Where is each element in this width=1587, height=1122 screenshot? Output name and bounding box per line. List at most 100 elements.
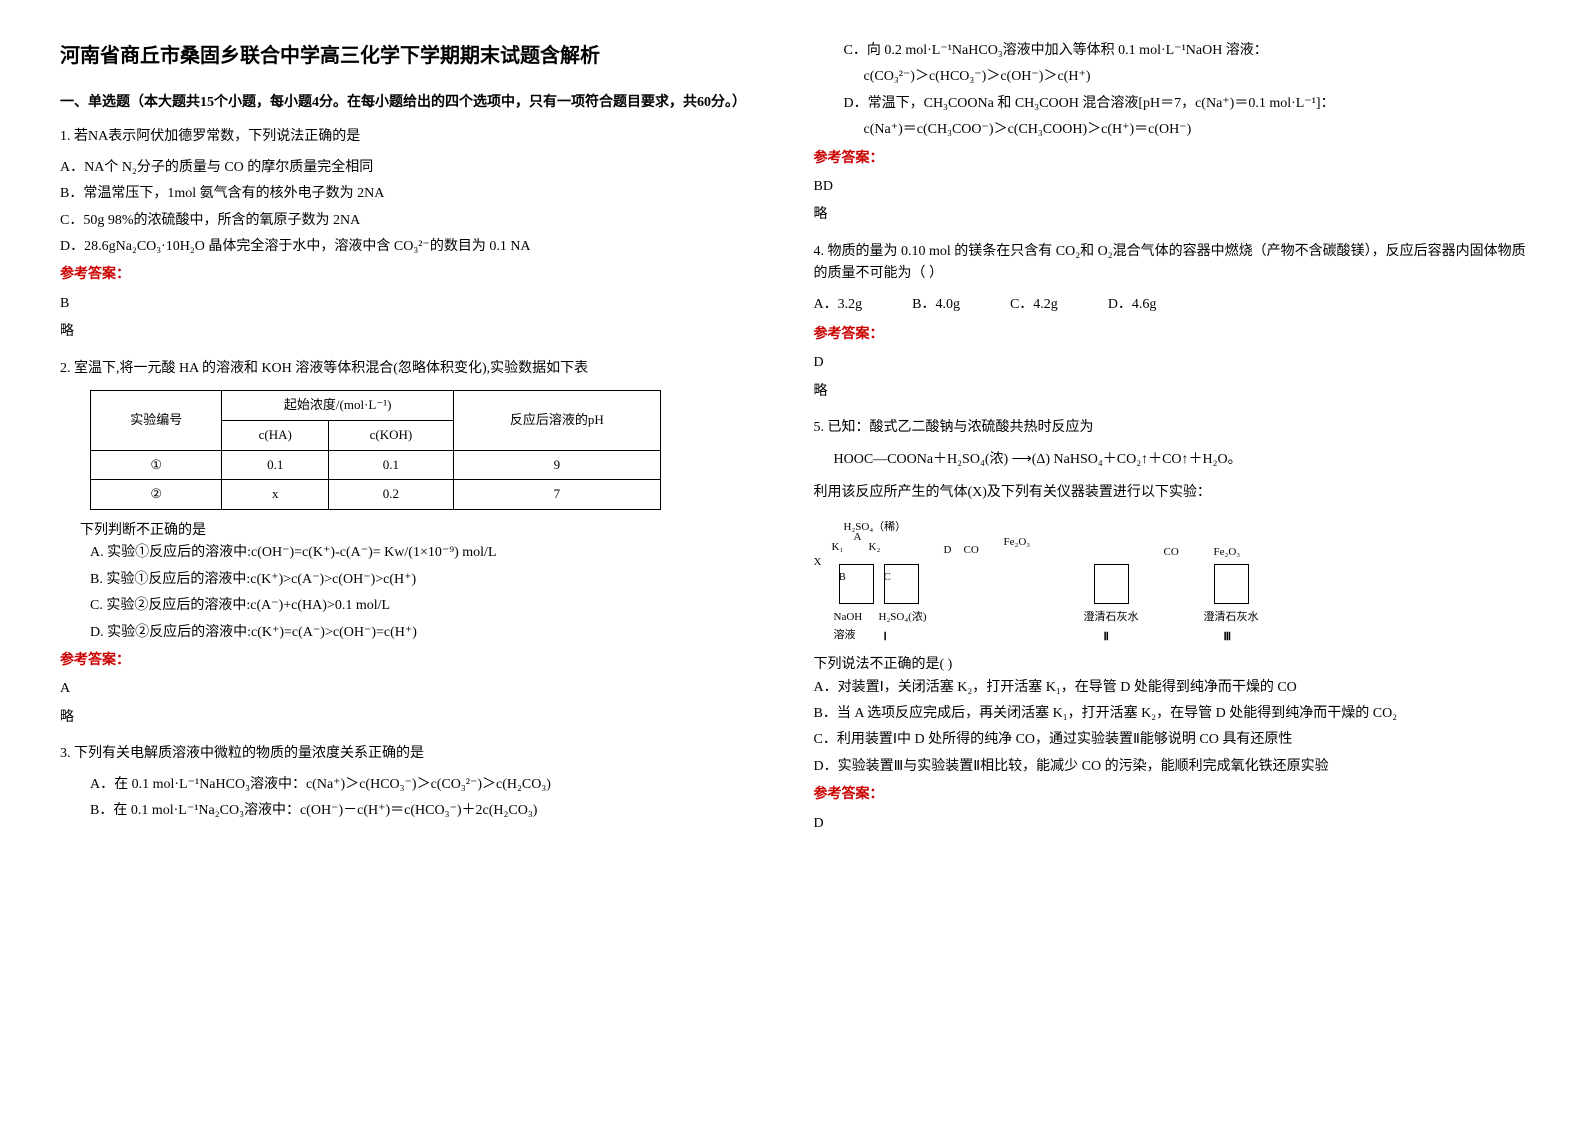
- q1-optA: A．NA个 N₂分子的质量与 CO 的摩尔质量完全相同: [60, 157, 774, 179]
- label-roman3: Ⅲ: [1224, 629, 1232, 647]
- label-d: D: [944, 542, 952, 560]
- label-fe2o3-1: Fe₂O₃: [1004, 534, 1031, 552]
- q4-note: 略: [814, 381, 1528, 403]
- q2-answer-label: 参考答案：: [60, 650, 774, 672]
- q2-judge: 下列判断不正确的是: [80, 520, 774, 542]
- label-lime1: 澄清石灰水: [1084, 609, 1139, 627]
- device-lime1-box: [1094, 564, 1129, 604]
- label-lime2: 澄清石灰水: [1204, 609, 1259, 627]
- q5-reaction: HOOC—COONa＋H₂SO₄(浓) ⟶(Δ) NaHSO₄＋CO₂↑＋CO↑…: [834, 449, 1528, 471]
- right-column: C．向 0.2 mol·L⁻¹NaHCO₃溶液中加入等体积 0.1 mol·L⁻…: [814, 40, 1528, 849]
- q5-answer-label: 参考答案：: [814, 784, 1528, 806]
- label-c: C: [884, 569, 891, 587]
- q4-body: 物质的量为 0.10 mol 的镁条在只含有 CO₂和 O₂混合气体的容器中燃烧…: [814, 244, 1526, 281]
- q4-answer-label: 参考答案：: [814, 324, 1528, 346]
- q3-answer-label: 参考答案：: [814, 148, 1528, 170]
- q4-answer: D: [814, 352, 1528, 374]
- r2c4: 7: [453, 480, 660, 510]
- q1-body: 若NA表示阿伏加德罗常数，下列说法正确的是: [74, 129, 360, 144]
- th-exp: 实验编号: [91, 390, 222, 450]
- q3-answer: BD: [814, 176, 1528, 198]
- q1-num: 1.: [60, 129, 71, 144]
- label-co: CO: [964, 542, 979, 560]
- q2-optB: B. 实验①反应后的溶液中:c(K⁺)>c(A⁻)>c(OH⁻)>c(H⁺): [90, 569, 774, 591]
- q3-optA: A．在 0.1 mol·L⁻¹NaHCO₃溶液中：c(Na⁺)＞c(HCO₃⁻)…: [90, 774, 774, 796]
- q1-answer-label: 参考答案：: [60, 264, 774, 286]
- left-column: 河南省商丘市桑固乡联合中学高三化学下学期期末试题含解析 一、单选题（本大题共15…: [60, 40, 774, 849]
- q3-body: 下列有关电解质溶液中微粒的物质的量浓度关系正确的是: [74, 746, 424, 761]
- q1-optB: B．常温常压下，1mol 氨气含有的核外电子数为 2NA: [60, 183, 774, 205]
- q2-table: 实验编号 起始浓度/(mol·L⁻¹) 反应后溶液的pH c(HA) c(KOH…: [90, 390, 661, 510]
- q4-optB: B．4.0g: [912, 294, 960, 316]
- q2-num: 2.: [60, 361, 71, 376]
- q2-body: 室温下,将一元酸 HA 的溶液和 KOH 溶液等体积混合(忽略体积变化),实验数…: [74, 361, 588, 376]
- label-naoh: NaOH 溶液: [834, 609, 863, 644]
- q5-text2: 利用该反应所产生的气体(X)及下列有关仪器装置进行以下实验：: [814, 482, 1528, 504]
- q1-answer: B: [60, 293, 774, 315]
- q4-optD: D．4.6g: [1108, 294, 1157, 316]
- q5-judge: 下列说法不正确的是( ): [814, 654, 1528, 676]
- r2c3: 0.2: [328, 480, 453, 510]
- q5-text: 5. 已知：酸式乙二酸钠与浓硫酸共热时反应为: [814, 417, 1528, 439]
- q3-num: 3.: [60, 746, 71, 761]
- q3-optD: D．常温下，CH₃COONa 和 CH₃COOH 混合溶液[pH＝7，c(Na⁺…: [844, 93, 1528, 115]
- question-2: 2. 室温下,将一元酸 HA 的溶液和 KOH 溶液等体积混合(忽略体积变化),…: [60, 358, 774, 730]
- q2-note: 略: [60, 707, 774, 729]
- q3-optD2: c(Na⁺)＝c(CH₃COO⁻)＞c(CH₃COOH)＞c(H⁺)＝c(OH⁻…: [864, 119, 1528, 141]
- apparatus-diagram: X H₂SO₄（稀） K₁ K₂ A D CO B C NaOH 溶液 H₂SO…: [814, 514, 1528, 644]
- q4-text: 4. 物质的量为 0.10 mol 的镁条在只含有 CO₂和 O₂混合气体的容器…: [814, 241, 1528, 286]
- q5-body: 已知：酸式乙二酸钠与浓硫酸共热时反应为: [828, 420, 1094, 435]
- th-ckoh: c(KOH): [328, 420, 453, 450]
- q3-text: 3. 下列有关电解质溶液中微粒的物质的量浓度关系正确的是: [60, 743, 774, 765]
- q2-optC: C. 实验②反应后的溶液中:c(A⁻)+c(HA)>0.1 mol/L: [90, 595, 774, 617]
- question-3a: 3. 下列有关电解质溶液中微粒的物质的量浓度关系正确的是 A．在 0.1 mol…: [60, 743, 774, 822]
- q1-optD: D．28.6gNa₂CO₃·10H₂O 晶体完全溶于水中，溶液中含 CO₃²⁻的…: [60, 236, 774, 258]
- r1c1: ①: [91, 450, 222, 480]
- label-k2: K₂: [869, 539, 881, 557]
- q1-text: 1. 若NA表示阿伏加德罗常数，下列说法正确的是: [60, 126, 774, 148]
- q4-num: 4.: [814, 244, 825, 259]
- q2-text: 2. 室温下,将一元酸 HA 的溶液和 KOH 溶液等体积混合(忽略体积变化),…: [60, 358, 774, 380]
- label-a: A: [854, 529, 862, 547]
- q2-answer: A: [60, 678, 774, 700]
- r2c1: ②: [91, 480, 222, 510]
- section-header: 一、单选题（本大题共15个小题，每小题4分。在每小题给出的四个选项中，只有一项符…: [60, 92, 774, 114]
- q2-optA: A. 实验①反应后的溶液中:c(OH⁻)=c(K⁺)-c(A⁻)= Kw/(1×…: [90, 542, 774, 564]
- q3-optB: B．在 0.1 mol·L⁻¹Na₂CO₃溶液中：c(OH⁻)－c(H⁺)＝c(…: [90, 800, 774, 822]
- q3-optC2: c(CO₃²⁻)＞c(HCO₃⁻)＞c(OH⁻)＞c(H⁺): [864, 66, 1528, 88]
- th-conc: 起始浓度/(mol·L⁻¹): [222, 390, 453, 420]
- q4-options: A．3.2g B．4.0g C．4.2g D．4.6g: [814, 294, 1528, 316]
- q5-num: 5.: [814, 420, 825, 435]
- question-1: 1. 若NA表示阿伏加德罗常数，下列说法正确的是 A．NA个 N₂分子的质量与 …: [60, 126, 774, 343]
- question-5: 5. 已知：酸式乙二酸钠与浓硫酸共热时反应为 HOOC—COONa＋H₂SO₄(…: [814, 417, 1528, 835]
- label-k1: K₁: [832, 539, 844, 557]
- question-3b: C．向 0.2 mol·L⁻¹NaHCO₃溶液中加入等体积 0.1 mol·L⁻…: [814, 40, 1528, 227]
- device-lime2-box: [1214, 564, 1249, 604]
- q5-optD: D．实验装置Ⅲ与实验装置Ⅱ相比较，能减少 CO 的污染，能顺利完成氧化铁还原实验: [814, 756, 1528, 778]
- r2c2: x: [222, 480, 328, 510]
- page-container: 河南省商丘市桑固乡联合中学高三化学下学期期末试题含解析 一、单选题（本大题共15…: [60, 40, 1527, 849]
- q1-note: 略: [60, 321, 774, 343]
- document-title: 河南省商丘市桑固乡联合中学高三化学下学期期末试题含解析: [60, 40, 774, 72]
- q3-optC: C．向 0.2 mol·L⁻¹NaHCO₃溶液中加入等体积 0.1 mol·L⁻…: [844, 40, 1528, 62]
- r1c4: 9: [453, 450, 660, 480]
- q1-optC: C．50g 98%的浓硫酸中，所含的氧原子数为 2NA: [60, 210, 774, 232]
- r1c2: 0.1: [222, 450, 328, 480]
- q2-optD: D. 实验②反应后的溶液中:c(K⁺)=c(A⁻)>c(OH⁻)=c(H⁺): [90, 622, 774, 644]
- q3-note: 略: [814, 204, 1528, 226]
- q5-optC: C．利用装置Ⅰ中 D 处所得的纯净 CO，通过实验装置Ⅱ能够说明 CO 具有还原…: [814, 729, 1528, 751]
- r1c3: 0.1: [328, 450, 453, 480]
- q5-optB: B．当 A 选项反应完成后，再关闭活塞 K₁，打开活塞 K₂，在导管 D 处能得…: [814, 703, 1528, 725]
- label-h2so4c: H₂SO₄(浓): [879, 609, 927, 627]
- th-ph: 反应后溶液的pH: [453, 390, 660, 450]
- label-co2: CO: [1164, 544, 1179, 562]
- label-b: B: [839, 569, 846, 587]
- th-cha: c(HA): [222, 420, 328, 450]
- question-4: 4. 物质的量为 0.10 mol 的镁条在只含有 CO₂和 O₂混合气体的容器…: [814, 241, 1528, 403]
- label-x: X: [814, 554, 822, 572]
- q5-optA: A．对装置Ⅰ，关闭活塞 K₂，打开活塞 K₁，在导管 D 处能得到纯净而干燥的 …: [814, 677, 1528, 699]
- label-fe2o3-2: Fe₂O₃: [1214, 544, 1241, 562]
- label-roman1: Ⅰ: [884, 629, 887, 647]
- q4-optA: A．3.2g: [814, 294, 863, 316]
- label-roman2: Ⅱ: [1104, 629, 1109, 647]
